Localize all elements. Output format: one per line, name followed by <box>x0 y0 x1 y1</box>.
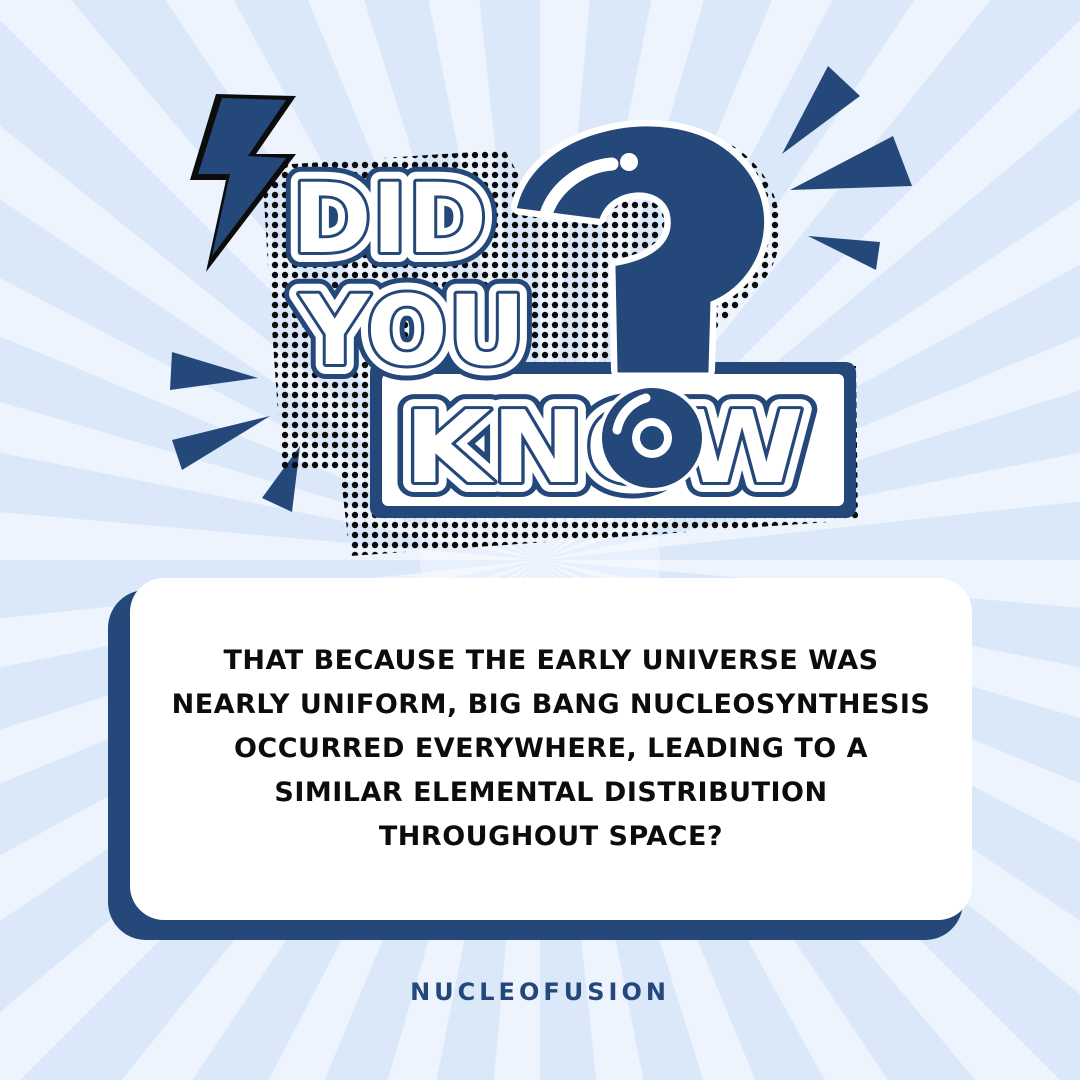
svg-text:DID: DID <box>292 163 487 275</box>
fact-card: That because the early universe was near… <box>130 578 972 920</box>
fact-text: That because the early universe was near… <box>171 645 931 852</box>
brand-name: NUCLEOFUSION <box>410 978 670 1006</box>
lightning-bolt-icon <box>190 94 296 272</box>
svg-text:YOU: YOU <box>299 275 526 387</box>
question-mark-icon <box>511 120 771 379</box>
logo-word-you: YOU YOU YOU <box>284 260 541 402</box>
svg-text:KNOW: KNOW <box>404 389 804 506</box>
svg-text:YOU: YOU <box>299 275 526 387</box>
sunburst-ray <box>540 452 1080 560</box>
svg-text:DID: DID <box>292 163 487 275</box>
burst-lines-icon <box>170 66 912 512</box>
svg-text:YOU: YOU <box>299 275 526 387</box>
logo-word-did: DID DID DID <box>277 148 502 290</box>
logo-o-dot <box>598 384 706 492</box>
svg-text:DID: DID <box>292 163 487 275</box>
